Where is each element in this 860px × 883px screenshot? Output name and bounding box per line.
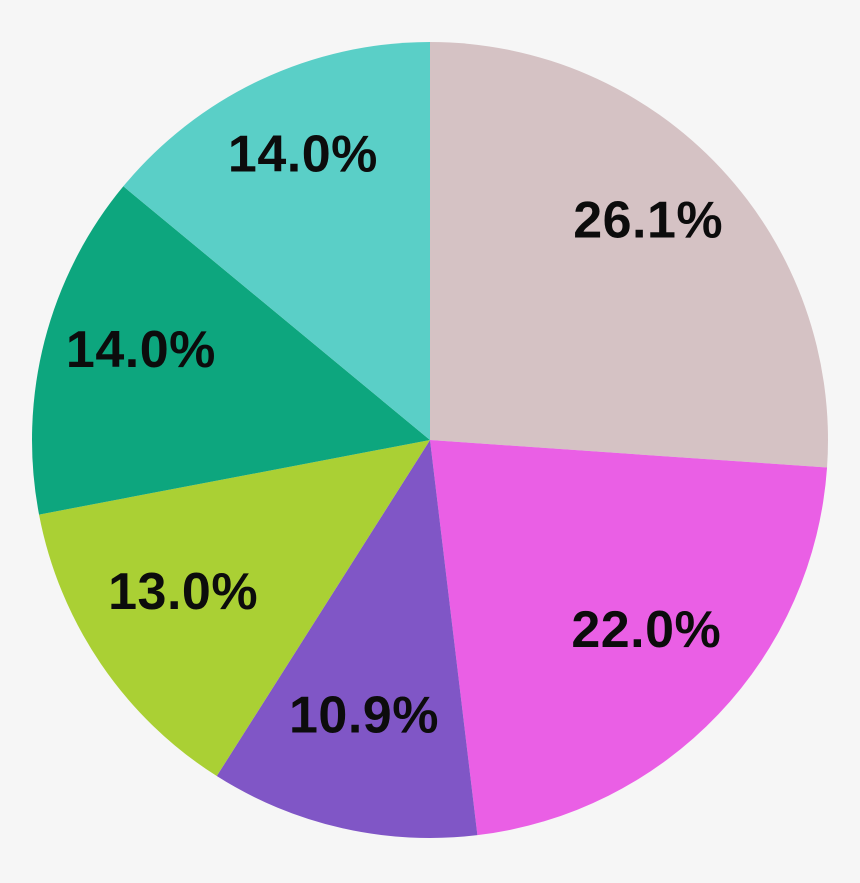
pie-slice-1 — [430, 440, 828, 836]
pie-slice-label-5: 14.0% — [228, 125, 378, 183]
pie-slice-0 — [430, 42, 829, 468]
pie-slice-3 — [39, 440, 431, 777]
pie-slice-5 — [123, 42, 430, 440]
pie-slice-label-0: 26.1% — [573, 192, 723, 250]
pie-slice-label-3: 13.0% — [108, 563, 258, 621]
pie-slice-label-1: 22.0% — [571, 601, 721, 659]
pie-slice-2 — [216, 440, 478, 839]
pie-slice-label-4: 14.0% — [66, 321, 216, 379]
pie-slice-4 — [32, 186, 431, 515]
pie-slice-label-2: 10.9% — [289, 687, 439, 745]
